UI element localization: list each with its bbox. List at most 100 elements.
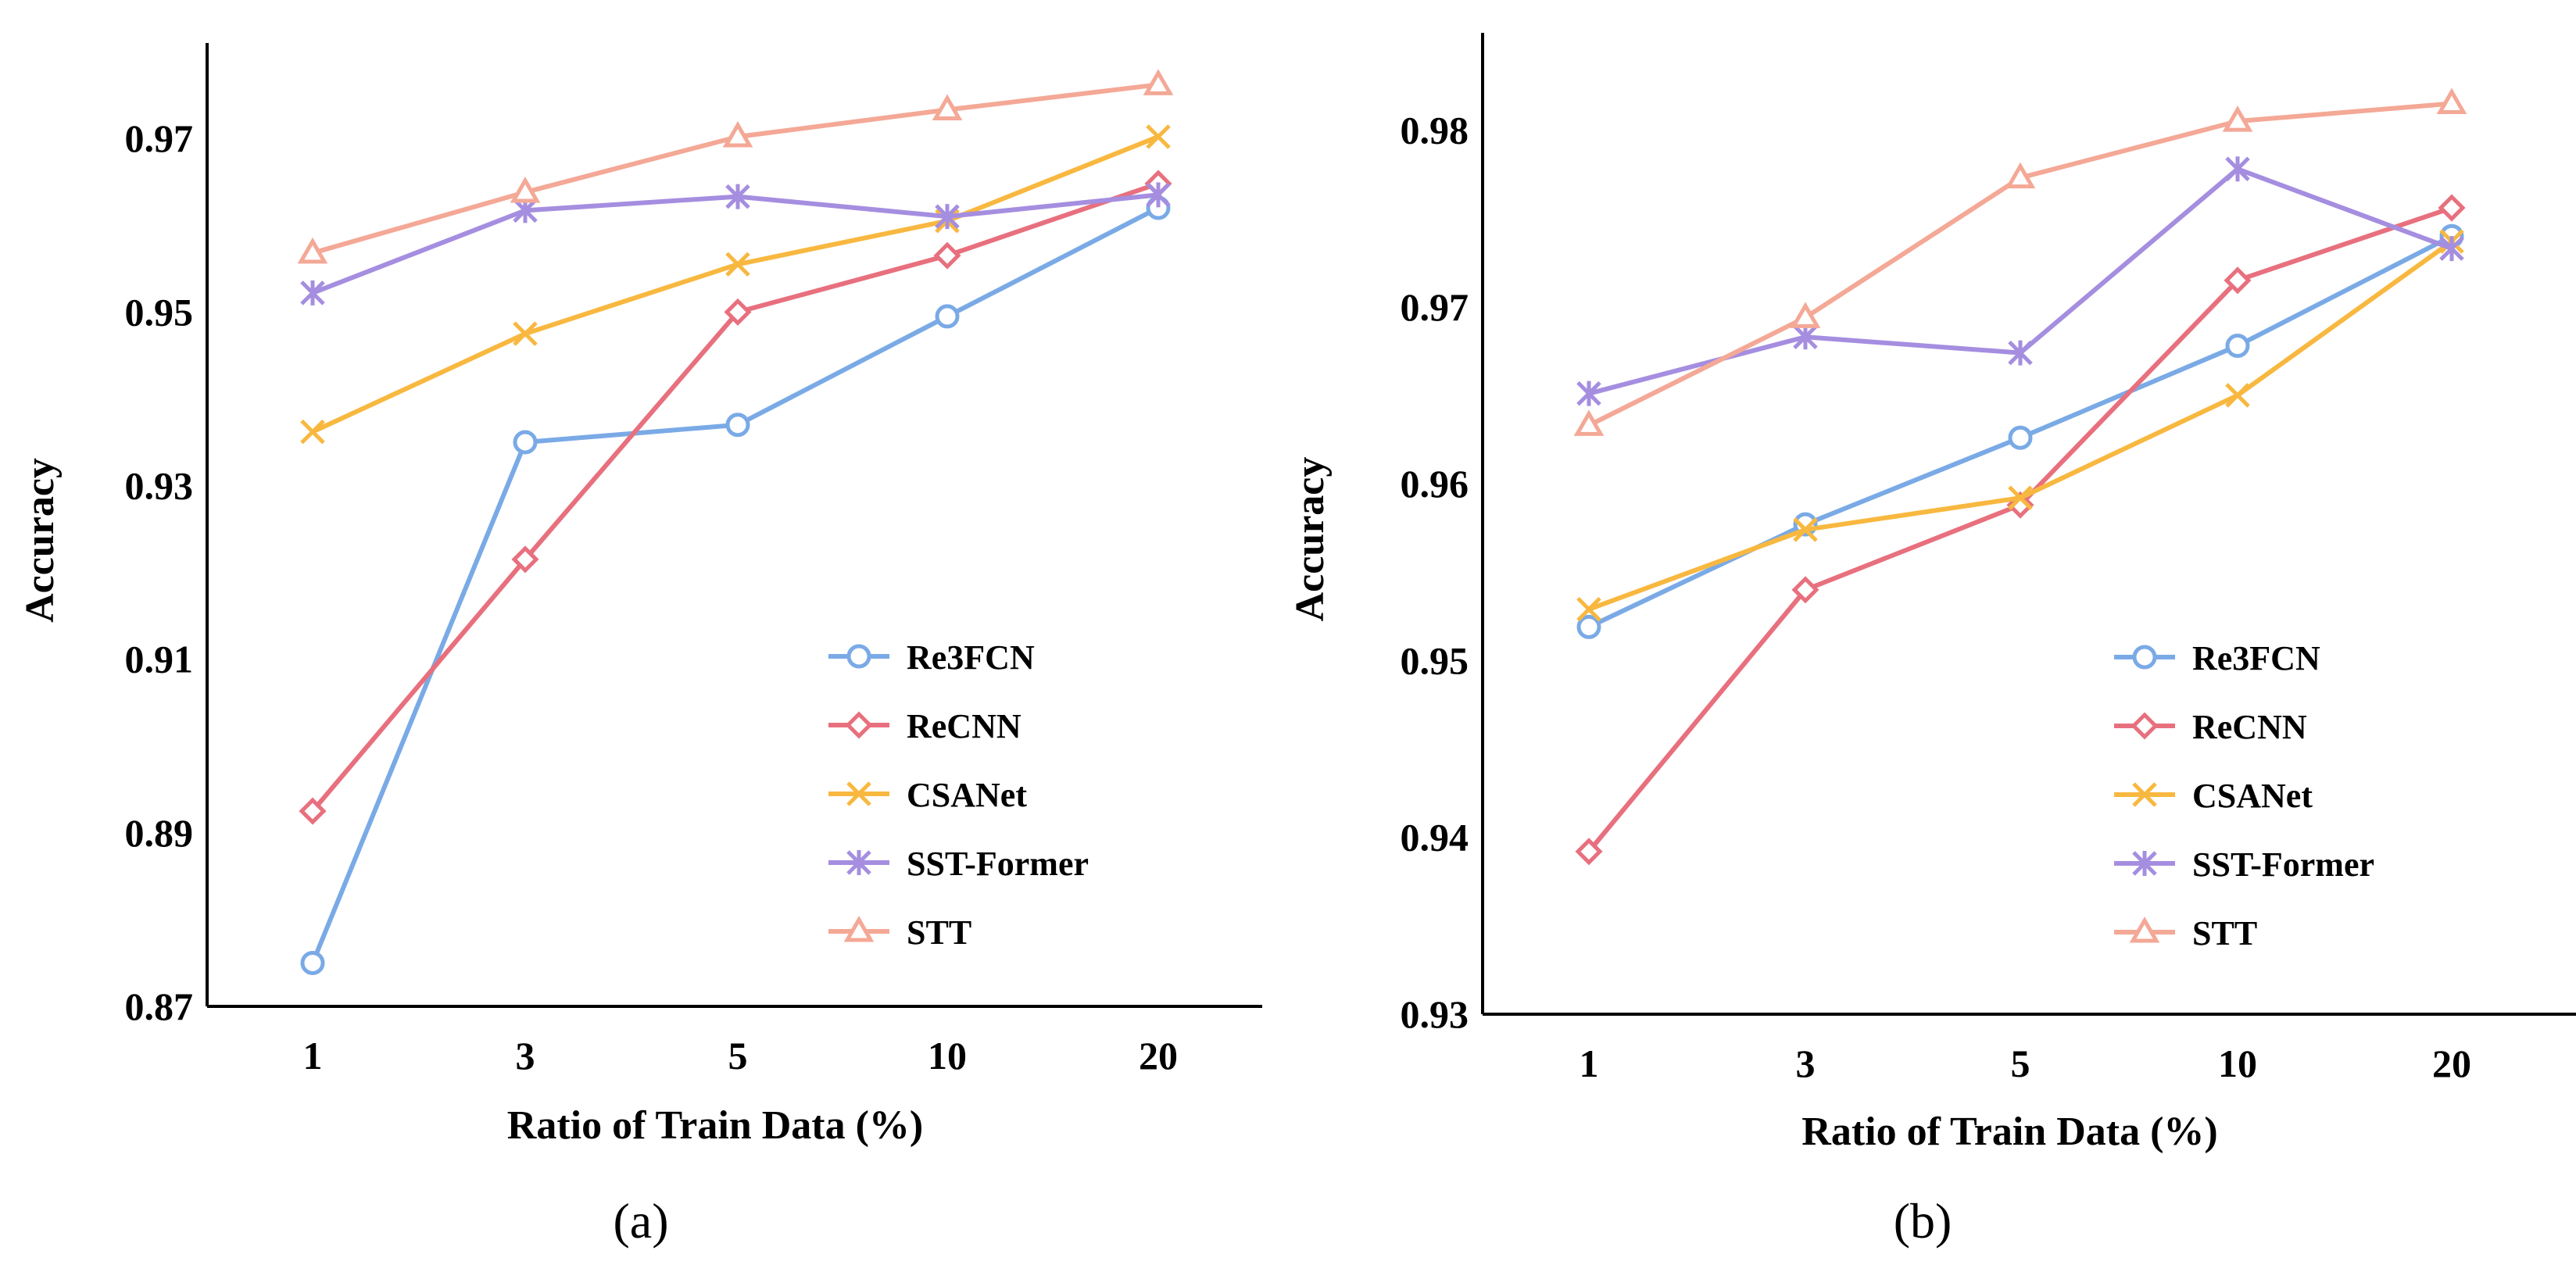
chart-panel-a: 0.87 0.89 0.91 0.93 0.95 0.97 1 3 5 10 20 Ratio of … (18, 43, 1262, 1249)
data-point (722, 120, 753, 148)
series-line (1587, 101, 2453, 428)
series-line (1587, 239, 2453, 612)
data-point (297, 237, 328, 264)
y-tick-label: 0.87 (125, 984, 194, 1028)
x-tick-label: 20 (1139, 1034, 1178, 1077)
legend-item: Re3FCN (2114, 639, 2320, 677)
data-point (2005, 162, 2036, 189)
legend-label: Re3FCN (907, 638, 1035, 677)
x-tick-label: 20 (2432, 1042, 2471, 1085)
data-point (1793, 324, 1818, 350)
data-point (1790, 302, 1821, 328)
series-csanet (300, 124, 1171, 445)
data-point (2225, 156, 2250, 182)
legend-marker (2131, 712, 2159, 740)
y-tick-label: 0.95 (1401, 638, 1469, 682)
data-point (510, 177, 541, 203)
x-tick-label: 3 (1796, 1042, 1816, 1085)
data-point (2438, 194, 2466, 222)
series-line (311, 134, 1160, 434)
legend-item: ReCNN (2114, 708, 2307, 746)
chart-panel-b: 0.93 0.94 0.95 0.96 0.97 0.98 1 3 5 10 20 Ratio of … (1288, 33, 2576, 1249)
data-point (1576, 381, 1601, 406)
data-point (1791, 576, 1819, 604)
data-point (725, 184, 750, 209)
data-point (1146, 124, 1171, 149)
data-point (2225, 334, 2250, 359)
panel-label: (b) (1894, 1193, 1952, 1249)
legend-label: SST-Former (907, 845, 1089, 883)
legend-label: STT (2192, 914, 2257, 952)
series-recnn (299, 170, 1172, 825)
legend-label: ReCNN (2192, 708, 2307, 746)
data-point (2008, 485, 2033, 510)
series-stt (1573, 88, 2467, 436)
data-point (1576, 614, 1601, 639)
x-tick-label: 5 (728, 1034, 748, 1077)
y-tick-label: 0.97 (1401, 285, 1469, 329)
legend-marker (846, 850, 871, 875)
data-point (935, 204, 960, 230)
data-point (1143, 69, 1174, 95)
y-tick-label: 0.93 (125, 464, 194, 508)
data-point (1575, 838, 1603, 866)
legend-marker (846, 781, 871, 806)
series-line (310, 181, 1159, 813)
legend-item: CSANet (2114, 777, 2313, 815)
y-axis-title: Accuracy (18, 458, 63, 623)
legend-marker (2132, 782, 2157, 807)
y-tick-label: 0.94 (1401, 816, 1469, 859)
y-tick-label: 0.95 (125, 290, 194, 334)
data-point (724, 298, 752, 326)
x-tick-label: 1 (1580, 1042, 1599, 1085)
x-tick-label: 10 (2218, 1042, 2257, 1085)
data-point (1146, 182, 1171, 208)
legend-label: CSANet (907, 776, 1027, 814)
x-tick-label: 1 (303, 1034, 323, 1077)
series-sst-former (300, 182, 1171, 306)
data-point (300, 950, 325, 975)
legend-marker (843, 915, 875, 942)
data-point (299, 797, 327, 825)
y-axis-title: Accuracy (1288, 457, 1333, 622)
legend: Re3FCN ReCNN CSANet SST-Former STT (2114, 639, 2374, 952)
data-point (300, 280, 325, 306)
y-tick-label: 0.93 (1401, 992, 1469, 1036)
legend: Re3FCN ReCNN CSANet SST-Former STT (828, 638, 1089, 952)
x-axis-title: Ratio of Train Data (%) (1801, 1110, 2217, 1154)
data-point (725, 252, 750, 277)
legend-item: SST-Former (2114, 845, 2374, 884)
legend-marker (2129, 916, 2160, 943)
y-tick-label: 0.96 (1401, 462, 1469, 506)
data-point (2439, 236, 2464, 262)
data-point (511, 545, 539, 574)
series-line (311, 192, 1159, 295)
data-point (1576, 596, 1601, 622)
data-point (2436, 88, 2467, 115)
series-stt (297, 69, 1174, 264)
legend-item: SST-Former (828, 845, 1089, 883)
data-point (932, 94, 963, 121)
data-point (513, 430, 538, 455)
legend-item: ReCNN (828, 707, 1021, 745)
legend-label: Re3FCN (2192, 639, 2320, 677)
legend-marker (846, 644, 871, 669)
data-point (300, 419, 325, 445)
data-point (1573, 409, 1605, 436)
data-point (933, 241, 961, 270)
y-tick-label: 0.91 (125, 638, 194, 681)
data-point (2008, 340, 2033, 366)
series-sst-former (1576, 156, 2464, 406)
data-point (2008, 425, 2033, 450)
legend-label: SST-Former (2192, 845, 2374, 884)
y-tick-label: 0.97 (125, 116, 194, 160)
data-point (513, 321, 538, 346)
data-point (2222, 105, 2253, 132)
y-tick-label: 0.98 (1401, 108, 1469, 152)
legend-item: Re3FCN (828, 638, 1035, 677)
series-re3fcn (1576, 223, 2464, 639)
x-tick-label: 5 (2011, 1042, 2030, 1085)
legend-label: ReCNN (907, 707, 1021, 745)
series-csanet (1576, 229, 2464, 622)
